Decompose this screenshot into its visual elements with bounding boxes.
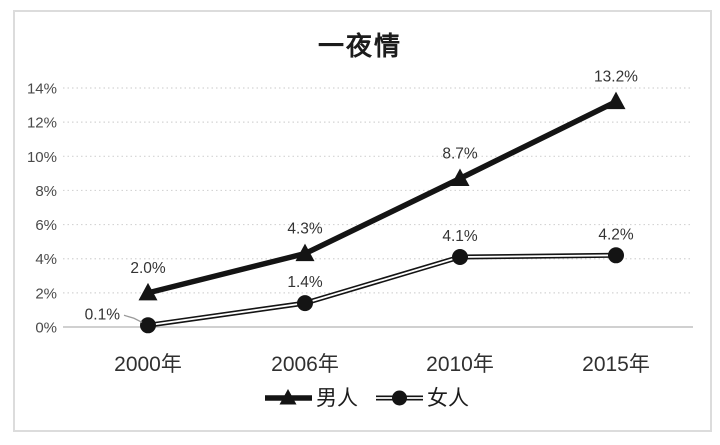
data-label: 8.7% (442, 145, 478, 162)
marker-triangle (138, 282, 158, 301)
data-label: 13.2% (594, 69, 638, 86)
x-tick-label: 2015年 (582, 353, 650, 376)
marker-circle (452, 249, 468, 266)
data-label: 2.0% (130, 260, 166, 277)
y-tick-label: 8% (35, 183, 57, 200)
data-label: 4.3% (287, 221, 323, 238)
marker-circle (297, 295, 313, 312)
y-tick-label: 4% (35, 251, 57, 268)
y-tick-label: 10% (27, 149, 57, 166)
data-label: 1.4% (287, 274, 323, 291)
x-tick-label: 2000年 (114, 353, 182, 376)
marker-triangle (450, 168, 470, 186)
marker-triangle (295, 243, 315, 262)
series-line-0 (147, 99, 618, 296)
y-tick-label: 6% (35, 217, 57, 234)
legend-label-women: 女人 (427, 387, 469, 410)
marker-circle (140, 317, 156, 334)
y-tick-label: 2% (35, 285, 57, 302)
data-label: 4.1% (442, 228, 478, 245)
y-tick-label: 12% (27, 115, 57, 132)
series-line-1-inner (147, 254, 617, 327)
marker-circle (608, 247, 624, 264)
x-tick-label: 2010年 (426, 353, 494, 376)
marker-triangle (606, 91, 626, 110)
legend-marker-circle (392, 390, 407, 406)
data-label-callout: 0.1% (85, 306, 121, 323)
legend-label-men: 男人 (316, 387, 358, 410)
x-tick-label: 2006年 (271, 353, 339, 376)
leader-line (123, 314, 143, 323)
legend-marker-triangle (279, 389, 297, 405)
y-tick-label: 14% (27, 81, 57, 98)
chart-title: 一夜情 (317, 31, 402, 61)
data-label: 4.2% (598, 226, 634, 243)
chart-frame (13, 10, 712, 432)
y-tick-label: 0% (35, 320, 57, 337)
